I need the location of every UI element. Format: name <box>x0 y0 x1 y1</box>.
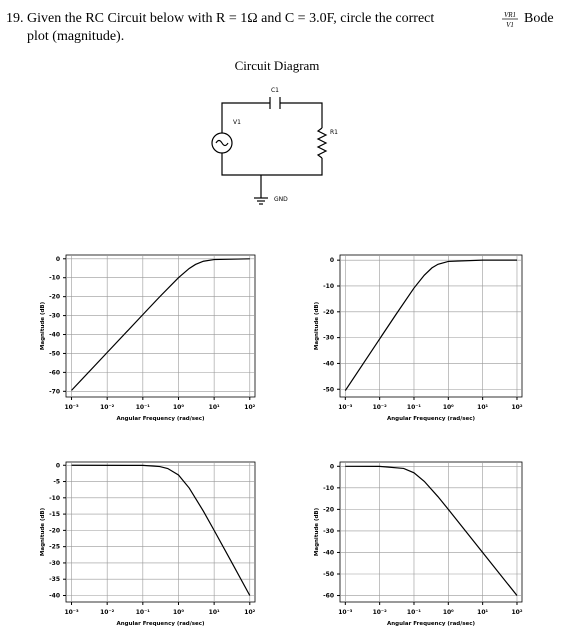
plot-frame <box>65 254 256 398</box>
question-line: plot (magnitude). <box>27 29 124 44</box>
data-line <box>345 465 518 596</box>
x-tick-label: 10¹ <box>477 609 488 616</box>
y-tick-label: -40 <box>49 332 60 339</box>
x-tick-label: 10⁻² <box>373 609 388 616</box>
y-tick-label: -15 <box>49 511 60 518</box>
plot-frame <box>65 461 256 603</box>
y-tick-label: -20 <box>323 309 334 316</box>
x-tick-label: 10⁰ <box>173 609 184 616</box>
y-tick-label: -20 <box>49 294 60 301</box>
data-line <box>71 464 251 596</box>
y-tick-label: -10 <box>49 495 60 502</box>
source-symbol <box>215 139 229 147</box>
x-tick-label: 10⁻³ <box>338 609 353 616</box>
ground-label: GND <box>274 196 288 203</box>
x-axis-label: Angular Frequency (rad/sec) <box>116 416 205 422</box>
x-tick-label: 10⁰ <box>443 404 454 411</box>
y-axis-label: Magnitude (dB) <box>314 507 320 556</box>
x-axis-label: Angular Frequency (rad/sec) <box>387 416 476 422</box>
data-line <box>344 259 517 391</box>
y-axis-label: Magnitude (dB) <box>40 507 46 556</box>
x-tick-label: 10⁻¹ <box>407 404 422 411</box>
x-axis-label: Angular Frequency (rad/sec) <box>387 621 476 627</box>
x-tick-label: 10⁻¹ <box>407 609 422 616</box>
x-tick-label: 10⁻¹ <box>136 404 151 411</box>
x-axis-label: Angular Frequency (rad/sec) <box>116 621 205 627</box>
x-tick-label: 10⁰ <box>443 609 454 616</box>
plot-frame <box>339 461 523 603</box>
y-tick-label: -5 <box>53 479 60 486</box>
x-tick-label: 10¹ <box>477 404 488 411</box>
x-tick-label: 10⁻³ <box>338 404 353 411</box>
y-tick-label: -40 <box>323 360 334 367</box>
y-tick-label: -50 <box>323 571 334 578</box>
y-tick-label: -20 <box>49 527 60 534</box>
question-line-end: Bode <box>524 11 554 26</box>
x-tick-label: 10⁰ <box>173 404 184 411</box>
x-tick-label: 10⁻¹ <box>136 609 151 616</box>
y-tick-label: -70 <box>49 388 60 395</box>
question-line: 19. Given the RC Circuit below with R = … <box>6 11 434 26</box>
x-tick-label: 10⁻³ <box>64 404 79 411</box>
circuit <box>211 97 328 205</box>
y-tick-label: -30 <box>49 560 60 567</box>
x-tick-label: 10² <box>244 609 255 616</box>
wire <box>221 102 323 176</box>
y-axis-label: Magnitude (dB) <box>314 301 320 350</box>
x-tick-label: 10² <box>511 609 522 616</box>
y-tick-label: -25 <box>49 544 60 551</box>
y-tick-label: -10 <box>49 275 60 282</box>
ratio-denominator: V1 <box>506 21 514 29</box>
y-tick-label: -60 <box>323 593 334 600</box>
y-tick-label: -35 <box>49 576 60 583</box>
y-tick-label: -10 <box>323 283 334 290</box>
y-tick-label: -40 <box>323 549 334 556</box>
y-tick-label: 0 <box>330 463 334 470</box>
y-tick-label: -50 <box>49 350 60 357</box>
y-tick-label: -20 <box>323 506 334 513</box>
x-tick-label: 10² <box>511 404 522 411</box>
x-tick-label: 10¹ <box>209 609 220 616</box>
y-tick-label: -30 <box>49 313 60 320</box>
y-tick-label: 0 <box>56 462 60 469</box>
x-tick-label: 10⁻² <box>373 404 388 411</box>
x-tick-label: 10¹ <box>209 404 220 411</box>
y-tick-label: -50 <box>323 386 334 393</box>
diagram-title: Circuit Diagram <box>235 58 320 73</box>
data-line <box>71 258 250 391</box>
y-tick-label: 0 <box>56 256 60 263</box>
y-tick-label: -40 <box>49 592 60 599</box>
y-tick-label: -30 <box>323 335 334 342</box>
x-tick-label: 10² <box>244 404 255 411</box>
y-tick-label: -10 <box>323 485 334 492</box>
resistor-label: R1 <box>330 129 338 136</box>
y-tick-label: 0 <box>330 257 334 264</box>
plot-frame <box>339 254 523 398</box>
x-tick-label: 10⁻² <box>100 404 115 411</box>
x-tick-label: 10⁻² <box>100 609 115 616</box>
y-axis-label: Magnitude (dB) <box>40 301 46 350</box>
capacitor-label: C1 <box>271 87 279 94</box>
x-tick-label: 10⁻³ <box>64 609 79 616</box>
y-tick-label: -30 <box>323 528 334 535</box>
resistor <box>316 127 328 159</box>
source-label: V1 <box>233 119 241 126</box>
ratio-numerator: VR1 <box>504 11 516 19</box>
y-tick-label: -60 <box>49 369 60 376</box>
